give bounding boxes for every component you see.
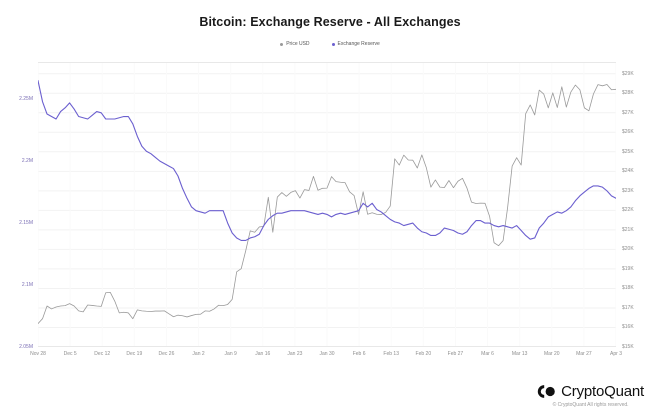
y-axis-tick-label: 2.2M	[21, 158, 33, 165]
series-line	[38, 84, 616, 324]
y-axis-tick-label: $22K	[622, 207, 634, 214]
series-line	[38, 80, 616, 241]
y-axis-tick-label: 2.05M	[19, 344, 33, 350]
x-axis-tick-label: Feb 27	[447, 351, 464, 357]
y-axis-tick-label: $15K	[622, 344, 634, 350]
chart-legend: Price USD Exchange Reserve	[0, 41, 660, 47]
x-axis: Nov 28 Dec 5 Dec 12 Dec 19 Dec 26 Jan 2 Jan 9 J…	[30, 349, 622, 365]
x-axis-tick-label: Mar 13	[511, 351, 528, 357]
x-axis-tick-label: Mar 27	[576, 351, 592, 357]
x-axis-tick-label: Feb 20	[415, 351, 432, 357]
y-axis-tick-label: $21K	[622, 226, 634, 233]
brand-name: CryptoQuant	[561, 383, 644, 400]
chart-title: Bitcoin: Exchange Reserve - All Exchange…	[199, 15, 461, 29]
x-axis-tick-label: Feb 13	[383, 351, 400, 357]
x-axis-tick-label: Dec 19	[126, 351, 143, 357]
x-axis-tick-label: Mar 6	[481, 351, 494, 357]
x-axis-tick-label: Mar 20	[543, 351, 560, 357]
legend-item-exchange-reserve[interactable]: Exchange Reserve	[331, 41, 380, 47]
x-axis-tick-label: Dec 5	[63, 351, 77, 357]
y-axis-right: $29K $28K $27K $26K $25K $24K $23K $22K $21K $20K…	[618, 62, 660, 350]
grid-lines	[38, 62, 616, 347]
x-axis-tick-label: Jan 9	[224, 351, 237, 357]
copyright-text: © CryptoQuant All rights reserved.	[552, 402, 629, 408]
y-axis-tick-label: $27K	[622, 109, 634, 116]
y-axis-tick-label: $20K	[622, 246, 634, 253]
y-axis-tick-label: $16K	[622, 324, 634, 331]
x-axis-tick-label: Jan 30	[319, 351, 335, 357]
y-axis-tick-label: 2.25M	[19, 96, 33, 103]
legend-label-exchange-reserve: Exchange Reserve	[337, 41, 380, 47]
legend-item-price-usd[interactable]: Price USD	[280, 41, 310, 47]
y-axis-tick-label: $26K	[622, 129, 634, 136]
legend-color-swatch-exchange-reserve	[331, 42, 335, 46]
x-axis-tick-label: Feb 6	[352, 351, 366, 357]
x-axis-tick-label: Apr 3	[610, 351, 622, 357]
x-axis-tick-label: Jan 16	[255, 351, 271, 357]
legend-label-price-usd: Price USD	[286, 41, 310, 47]
y-axis-tick-label: $29K	[622, 70, 634, 77]
cryptoquant-logo-icon	[537, 385, 555, 398]
plot-area	[38, 62, 616, 347]
x-axis-tick-label: Dec 26	[158, 351, 175, 357]
y-axis-tick-label: $17K	[622, 304, 634, 311]
x-axis-tick-label: Jan 2	[192, 351, 205, 357]
y-axis-tick-label: $24K	[622, 168, 634, 175]
x-axis-tick-label: Dec 12	[94, 351, 111, 357]
x-axis-tick-label: Jan 23	[287, 351, 303, 357]
y-axis-tick-label: $18K	[622, 285, 634, 292]
brand-logo: CryptoQuant	[537, 383, 644, 400]
y-axis-tick-label: 2.1M	[21, 282, 33, 289]
y-axis-tick-label: $23K	[622, 187, 634, 194]
legend-color-swatch-price-usd	[280, 42, 284, 46]
footer: CryptoQuant © CryptoQuant All rights res…	[537, 383, 644, 408]
series-lines	[38, 80, 616, 324]
x-axis-tick-label: Nov 28	[30, 351, 46, 357]
y-axis-tick-label: $28K	[622, 90, 634, 97]
y-axis-left: 2.25M 2.2M 2.15M 2.1M 2.05M	[0, 62, 36, 350]
y-axis-tick-label: $19K	[622, 265, 634, 272]
y-axis-tick-label: 2.15M	[19, 220, 33, 227]
y-axis-tick-label: $25K	[622, 148, 634, 155]
